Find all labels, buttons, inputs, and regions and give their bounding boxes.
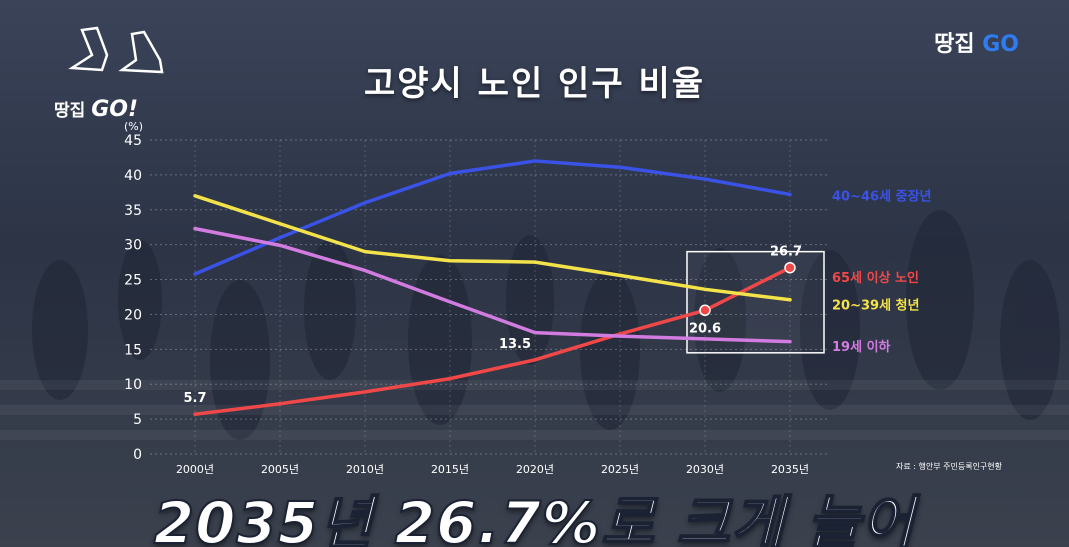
y-axis-unit-label: (%) [124, 120, 143, 133]
y-tick-label-5: 5 [133, 412, 142, 428]
x-tick-label-3: 2015년 [431, 463, 469, 476]
brand-left-text: 땅집 [54, 101, 86, 121]
brand-right-go: GO [982, 32, 1019, 57]
data-label-0: 5.7 [183, 391, 206, 406]
brand-right-text: 땅집 [934, 32, 975, 57]
y-tick-label-35: 35 [124, 203, 142, 219]
y-tick-label-45: 45 [124, 133, 142, 149]
x-tick-label-6: 2030년 [686, 463, 724, 476]
brand-left-go: GO! [91, 97, 138, 122]
x-tick-label-5: 2025년 [601, 463, 639, 476]
series-line-3 [193, 226, 792, 344]
source-note: 자료 : 행안부 주민등록인구현황 [896, 462, 1003, 471]
series-line-0 [193, 159, 792, 276]
x-tick-label-1: 2005년 [261, 463, 299, 476]
y-tick-label-40: 40 [124, 168, 142, 184]
series-label-2: 20~39세 청년 [832, 297, 919, 313]
walking-shoes-icon [68, 26, 164, 74]
subtitle-caption: 2035년 26.7%로 크게 늘어 [153, 488, 916, 547]
brand-logo-left: 땅집 GO! [54, 26, 164, 122]
chart-title: 고양시 노인 인구 비율 [363, 64, 706, 104]
data-label-1: 13.5 [499, 337, 531, 352]
y-tick-label-25: 25 [124, 273, 142, 289]
x-tick-label-7: 2035년 [771, 463, 809, 476]
y-tick-label-20: 20 [124, 307, 142, 323]
y-tick-label-0: 0 [133, 447, 142, 463]
data-point-marker-3 [784, 261, 796, 274]
y-tick-label-15: 15 [124, 342, 142, 358]
data-label-3: 26.7 [770, 245, 802, 260]
x-tick-label-2: 2010년 [346, 463, 384, 476]
data-point-marker-2 [699, 304, 711, 317]
y-tick-label-10: 10 [124, 377, 142, 393]
series-label-3: 19세 이하 [832, 339, 891, 355]
series-label-1: 65세 이상 노인 [832, 270, 919, 286]
data-label-2: 20.6 [689, 321, 721, 336]
brand-logo-right: 땅집 GO [934, 26, 1019, 58]
series-line-2 [193, 194, 792, 302]
x-tick-label-0: 2000년 [176, 463, 214, 476]
y-tick-label-30: 30 [124, 238, 142, 254]
series-line-1 [193, 265, 792, 416]
highlight-box [686, 250, 825, 354]
x-tick-label-4: 2020년 [516, 463, 554, 476]
series-label-0: 40~46세 중장년 [832, 188, 931, 204]
